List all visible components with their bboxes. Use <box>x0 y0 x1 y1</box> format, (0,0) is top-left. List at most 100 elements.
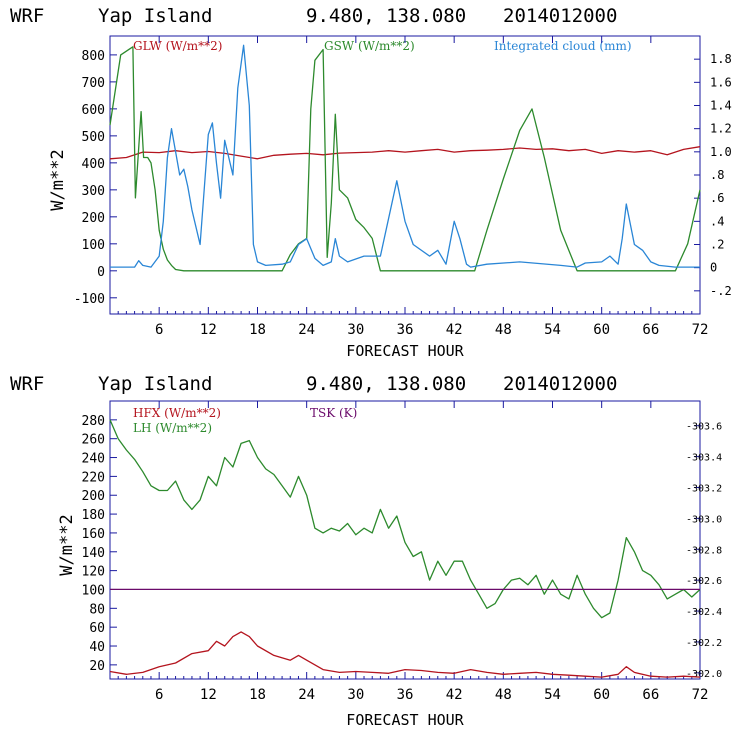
y-tick-label: 100 <box>82 583 105 598</box>
x-tick-label: 66 <box>642 687 659 703</box>
y-tick-label: -100 <box>74 292 105 307</box>
x-tick-label: 24 <box>298 322 315 338</box>
x-tick-label: 72 <box>692 687 709 703</box>
x-tick-label: 60 <box>593 687 610 703</box>
y-tick-label: 240 <box>82 452 105 467</box>
chart-top: WRF Yap Island 9.480, 138.080 2014012000… <box>10 5 732 360</box>
y2-tick-label: 1.6 <box>710 75 732 89</box>
y-tick-label: 80 <box>89 602 105 617</box>
y2-tick-label: -302.2 <box>686 638 722 649</box>
chart1-series <box>109 44 701 272</box>
y2-tick-label: -303.0 <box>686 514 722 525</box>
y2-tick-label: -302.6 <box>686 576 722 587</box>
chart2-ylabel: W/m**2 <box>57 514 77 575</box>
y-tick-label: 500 <box>82 130 105 145</box>
chart2-legend-tsk: TSK (K) <box>310 406 357 420</box>
chart1-plot-frame <box>109 35 701 315</box>
y-tick-label: 700 <box>82 76 105 91</box>
x-tick-label: 36 <box>397 687 414 703</box>
chart-bottom: WRF Yap Island 9.480, 138.080 2014012000… <box>10 373 722 729</box>
y-tick-label: 280 <box>82 414 105 429</box>
x-tick-label: 18 <box>249 322 266 338</box>
series-line-hfx <box>109 631 701 678</box>
y2-tick-label: 1.4 <box>710 99 732 113</box>
y2-tick-label: .2 <box>710 238 724 252</box>
x-tick-label: 18 <box>249 687 266 703</box>
y-tick-label: 220 <box>82 470 105 485</box>
x-tick-label: 30 <box>347 687 364 703</box>
x-tick-label: 48 <box>495 687 512 703</box>
chart2-y2-axis: -302.0 -302.2 -302.4 -302.6 -302.8 -303.0 -303… <box>686 422 722 680</box>
chart1-x-axis: 6 12 18 24 30 36 42 48 54 60 66 72 <box>117 36 709 338</box>
y-tick-label: 160 <box>82 527 105 542</box>
x-tick-label: 12 <box>200 687 217 703</box>
chart2-coords: 9.480, 138.080 <box>306 373 466 395</box>
y2-tick-label: -302.8 <box>686 545 722 556</box>
chart1-y2-axis: -.2 0 .2 .4 .6 .8 1.0 1.2 1.4 1.6 1.8 <box>694 52 732 298</box>
chart1-ylabel: W/m**2 <box>48 149 68 210</box>
y2-tick-label: -302.0 <box>686 669 722 680</box>
y-tick-label: 600 <box>82 103 105 118</box>
chart2-init: 2014012000 <box>503 373 617 395</box>
series-line-glw <box>109 146 701 160</box>
chart2-legend-lh: LH (W/m**2) <box>133 421 212 435</box>
y2-tick-label: .6 <box>710 191 724 205</box>
y2-tick-label: -303.2 <box>686 483 722 494</box>
series-line-gsw <box>109 46 701 272</box>
y-tick-label: 300 <box>82 184 105 199</box>
x-tick-label: 54 <box>544 322 561 338</box>
y-tick-label: 60 <box>89 621 105 636</box>
chart2-y-axis: 20 40 60 80 100 120 140 160 180 200 220 240 260 280 <box>82 414 117 674</box>
chart1-legend-gsw: GSW (W/m**2) <box>324 39 415 53</box>
x-tick-label: 6 <box>155 322 163 338</box>
y-tick-label: 260 <box>82 433 105 448</box>
y-tick-label: 180 <box>82 508 105 523</box>
y-tick-label: 20 <box>89 659 105 674</box>
y2-tick-label: 0 <box>710 261 717 275</box>
x-tick-label: 54 <box>544 687 561 703</box>
x-tick-label: 66 <box>642 322 659 338</box>
y-tick-label: 40 <box>89 640 105 655</box>
y-tick-label: 200 <box>82 489 105 504</box>
series-line-integrated <box>110 44 700 268</box>
y2-tick-label: 1.0 <box>710 145 732 159</box>
y-tick-label: 120 <box>82 565 105 580</box>
x-tick-label: 36 <box>397 322 414 338</box>
series-line-lh <box>109 419 701 619</box>
y-tick-label: 800 <box>82 49 105 64</box>
y2-tick-label: 1.8 <box>710 52 732 66</box>
x-tick-label: 6 <box>155 687 163 703</box>
chart2-series <box>109 419 701 678</box>
x-tick-label: 48 <box>495 322 512 338</box>
y-tick-label: 200 <box>82 211 105 226</box>
y2-tick-label: -.2 <box>710 284 732 298</box>
chart1-xlabel: FORECAST HOUR <box>346 342 464 360</box>
y2-tick-label: -302.4 <box>686 607 722 618</box>
y-tick-label: 140 <box>82 546 105 561</box>
chart1-legend-cloud: Integrated cloud (mm) <box>494 39 632 53</box>
chart2-plot-frame <box>109 400 701 680</box>
y2-tick-label: .8 <box>710 168 724 182</box>
y2-tick-label: -303.4 <box>686 453 722 464</box>
y-tick-label: 0 <box>97 265 105 280</box>
y2-tick-label: 1.2 <box>710 122 732 136</box>
chart2-xlabel: FORECAST HOUR <box>346 711 464 729</box>
x-tick-label: 72 <box>692 322 709 338</box>
x-tick-label: 12 <box>200 322 217 338</box>
chart2-legend-hfx: HFX (W/m**2) <box>133 406 221 420</box>
y2-tick-label: .4 <box>710 214 724 228</box>
chart1-coords: 9.480, 138.080 <box>306 5 466 27</box>
x-tick-label: 42 <box>446 322 463 338</box>
chart2-x-axis: 6 12 18 24 30 36 42 48 54 60 66 72 <box>117 401 709 703</box>
chart1-model: WRF <box>10 5 44 27</box>
chart2-location: Yap Island <box>98 373 212 395</box>
y2-tick-label: -303.6 <box>686 422 722 433</box>
x-tick-label: 24 <box>298 687 315 703</box>
y-tick-label: 100 <box>82 238 105 253</box>
chart2-model: WRF <box>10 373 44 395</box>
x-tick-label: 30 <box>347 322 364 338</box>
y-tick-label: 400 <box>82 157 105 172</box>
x-tick-label: 60 <box>593 322 610 338</box>
chart1-legend-glw: GLW (W/m**2) <box>133 39 222 53</box>
